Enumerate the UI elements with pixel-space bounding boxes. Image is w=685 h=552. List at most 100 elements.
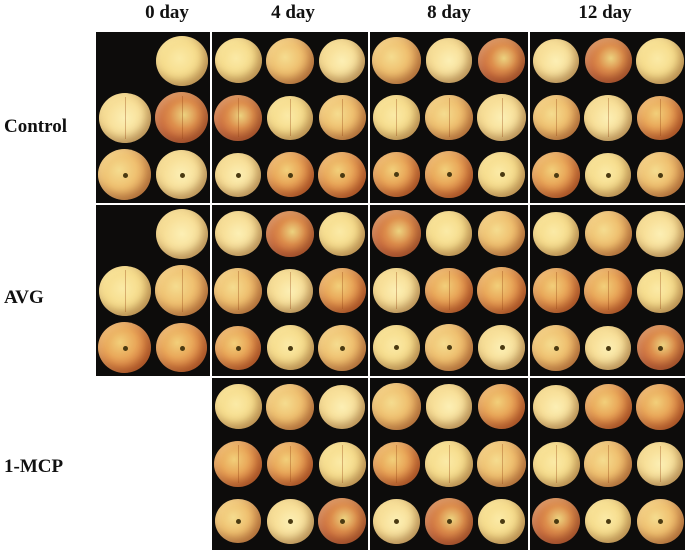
peach-fruit — [266, 383, 314, 430]
fruit-suture — [342, 271, 343, 310]
peach-fruit — [372, 324, 421, 371]
fruit-suture — [608, 98, 609, 137]
stem-cavity — [606, 345, 611, 351]
peach-fruit — [637, 268, 683, 313]
peach-fruit — [584, 384, 632, 430]
peach-fruit — [477, 440, 526, 488]
stem-cavity — [554, 345, 559, 351]
row-header-avg: AVG — [4, 287, 44, 308]
fruit-suture — [501, 97, 503, 138]
fruit-suture — [660, 99, 661, 136]
fruit-suture — [124, 269, 126, 312]
peach-fruit — [585, 152, 631, 197]
row-header-control: Control — [4, 116, 67, 137]
fruit-suture — [124, 96, 126, 139]
peach-fruit — [532, 268, 580, 313]
photo-panel-avg-4-day — [212, 205, 368, 376]
photo-panel-control-4-day — [212, 32, 368, 203]
stem-cavity — [499, 519, 505, 525]
fruit-suture — [238, 271, 239, 310]
fruit-suture — [290, 445, 291, 483]
peach-fruit — [266, 498, 314, 544]
stem-cavity — [122, 345, 128, 351]
stem-cavity — [554, 172, 559, 178]
peach-fruit — [478, 152, 525, 197]
stem-cavity — [554, 519, 559, 525]
peach-fruit — [214, 267, 262, 314]
stem-cavity — [179, 345, 185, 351]
peach-fruit — [533, 384, 579, 429]
peach-fruit — [267, 268, 313, 313]
fruit-suture — [556, 98, 557, 137]
peach-fruit — [424, 498, 474, 545]
stem-cavity — [288, 172, 293, 178]
photo-panel-control-12-day — [530, 32, 685, 203]
fruit-suture — [448, 271, 450, 310]
row-header-1-mcp: 1-MCP — [4, 456, 64, 477]
peach-fruit — [266, 210, 314, 257]
photo-panel-1-mcp-4-day — [212, 378, 368, 550]
peach-fruit — [477, 94, 526, 141]
peach-fruit — [98, 322, 151, 373]
peach-fruit — [425, 211, 473, 256]
column-header-4-day: 4 day — [271, 2, 315, 23]
peach-fruit — [584, 94, 632, 141]
peach-fruit — [155, 92, 208, 143]
stem-cavity — [658, 345, 663, 351]
peach-fruit — [372, 498, 421, 545]
peach-fruit — [477, 37, 526, 84]
peach-fruit — [98, 149, 151, 200]
peach-fruit — [266, 152, 314, 197]
fruit-suture — [396, 271, 398, 310]
peach-fruit — [636, 383, 684, 430]
photo-panel-control-8-day — [370, 32, 528, 203]
stem-cavity — [446, 345, 452, 351]
fruit-suture — [342, 445, 343, 483]
stem-cavity — [606, 172, 611, 178]
fruit-suture — [501, 270, 503, 311]
peach-fruit — [98, 265, 151, 316]
stem-cavity — [122, 172, 128, 178]
peach-fruit — [266, 37, 314, 84]
peach-fruit — [318, 324, 366, 371]
peach-fruit — [267, 95, 313, 140]
peach-fruit — [637, 442, 683, 486]
peach-fruit — [155, 35, 208, 86]
peach-fruit — [584, 38, 632, 83]
stem-cavity — [658, 519, 663, 525]
peach-fruit — [318, 441, 366, 487]
peach-fruit — [215, 325, 261, 370]
peach-fruit — [478, 499, 525, 544]
stem-cavity — [179, 172, 185, 178]
fruit-suture — [290, 99, 291, 136]
peach-fruit — [425, 441, 473, 487]
peach-fruit — [267, 442, 313, 486]
fruit-suture — [396, 445, 398, 483]
fruit-suture — [396, 98, 398, 137]
peach-fruit — [425, 38, 473, 83]
peach-fruit — [98, 92, 151, 143]
stem-cavity — [288, 519, 293, 525]
stem-cavity — [236, 519, 241, 525]
peach-fruit — [214, 211, 262, 256]
peach-fruit — [424, 324, 474, 371]
peach-fruit — [318, 151, 366, 198]
photo-panel-avg-0-day — [96, 205, 210, 376]
peach-fruit — [319, 384, 365, 429]
peach-fruit — [373, 95, 420, 140]
peach-fruit — [424, 151, 474, 198]
peach-fruit — [156, 323, 207, 372]
fruit-suture — [556, 445, 557, 483]
fruit-suture — [238, 444, 239, 484]
fruit-suture — [660, 272, 661, 309]
fruit-suture — [660, 445, 661, 483]
peach-fruit — [584, 211, 632, 256]
stem-cavity — [446, 519, 452, 525]
peach-fruit — [155, 265, 208, 316]
peach-fruit — [637, 95, 683, 140]
peach-fruit — [373, 268, 420, 313]
peach-fruit — [372, 383, 421, 430]
peach-fruit — [372, 37, 421, 84]
peach-fruit — [215, 499, 261, 544]
stem-cavity — [236, 345, 241, 351]
